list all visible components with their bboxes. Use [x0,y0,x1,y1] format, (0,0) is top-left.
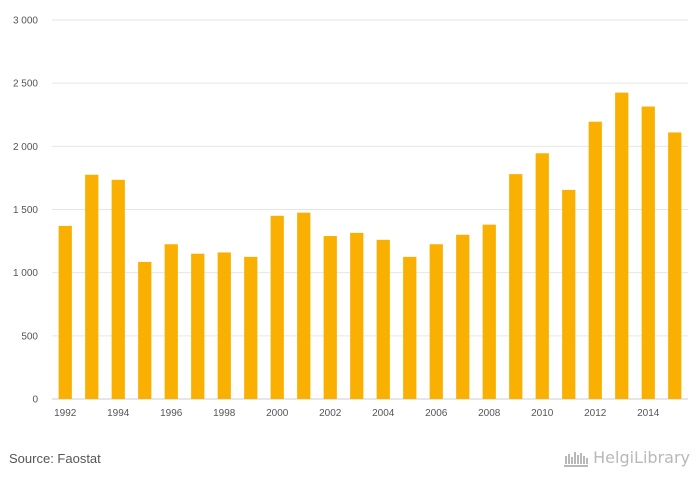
y-tick-label: 1 000 [13,268,38,279]
bar-1994 [111,179,125,399]
y-tick-label: 500 [21,331,38,342]
bar-2010 [535,153,549,399]
bar-1995 [138,261,152,399]
bar-2013 [615,92,629,400]
bar-2009 [509,174,523,399]
bar-2001 [297,212,311,399]
bar-2006 [429,244,443,399]
bar-2012 [588,121,602,399]
y-tick-label: 2 000 [13,142,38,153]
y-tick-label: 1 500 [13,205,38,216]
bar-2003 [350,232,364,399]
source-note: Source: Faostat [9,451,101,466]
bar-1993 [85,174,99,399]
grid-lines [52,19,688,400]
bar-2004 [376,239,390,399]
bar-2000 [270,215,284,399]
bar-2008 [482,224,496,399]
bar-2015 [668,132,682,400]
x-tick-label: 2000 [266,408,289,419]
x-tick-label: 2010 [531,408,554,419]
x-axis-tick-labels: 1992 1994 1996 1998 2000 2002 2004 2006 2008 2010… [54,408,660,419]
library-icon [564,452,589,467]
bar-1999 [244,256,258,399]
x-tick-label: 1994 [107,408,130,419]
x-tick-label: 1998 [213,408,236,419]
x-tick-label: 2004 [372,408,395,419]
x-tick-label: 2012 [584,408,607,419]
bar-1997 [191,253,205,399]
x-tick-label: 2008 [478,408,501,419]
y-tick-label: 2 500 [13,79,38,90]
x-tick-label: 2006 [425,408,448,419]
y-axis-tick-labels: 0 500 1 000 1 500 2 000 2 500 3 000 [13,16,38,406]
bar-2005 [403,256,417,399]
bar-2002 [323,236,337,399]
bar-2011 [562,189,576,399]
x-tick-label: 1992 [54,408,77,419]
y-tick-label: 0 [32,395,38,406]
brand-logo: HelgiLibrary [563,447,690,467]
bar-1996 [164,244,178,399]
bar-1998 [217,252,231,399]
brand-name: HelgiLibrary [593,447,690,467]
x-tick-label: 1996 [160,408,183,419]
x-tick-label: 2002 [319,408,342,419]
bar-1992 [58,225,72,399]
bars [58,92,682,400]
bar-2014 [641,106,655,399]
x-tick-label: 2014 [637,408,660,419]
y-tick-label: 3 000 [13,16,38,27]
bar-2007 [456,234,470,399]
